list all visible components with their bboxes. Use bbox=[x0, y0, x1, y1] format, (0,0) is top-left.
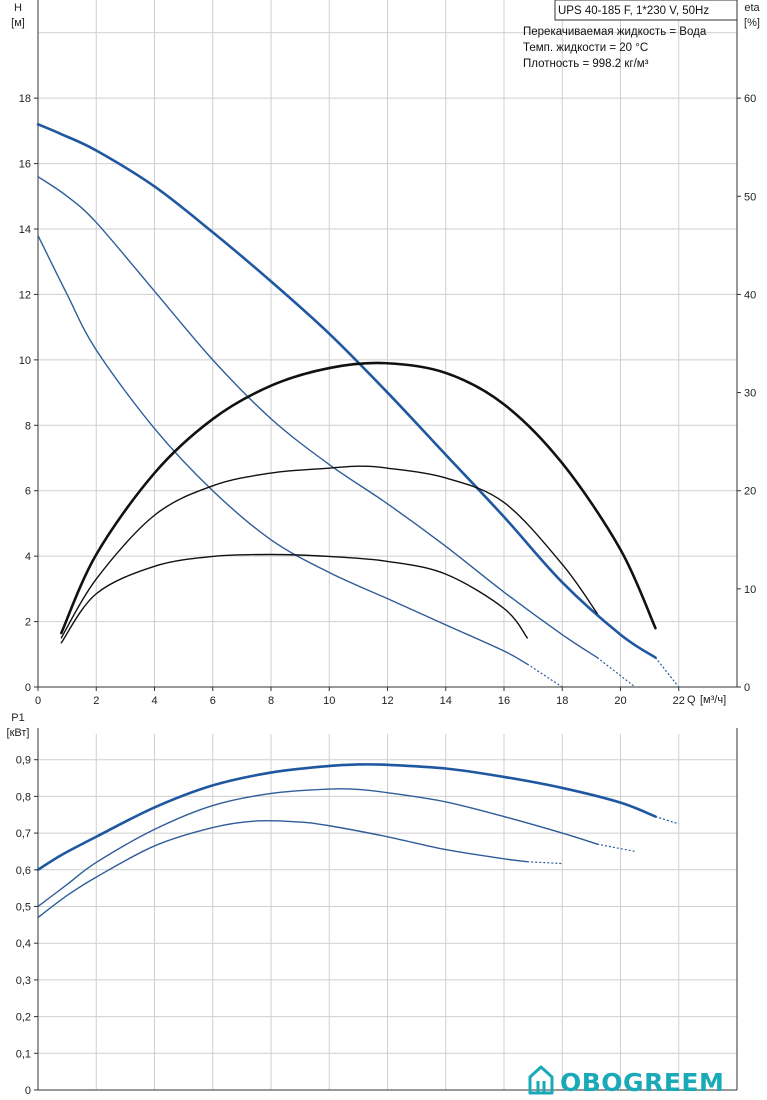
watermark-logo: OBOGREEM bbox=[528, 1065, 724, 1097]
y-axis-label: H bbox=[14, 2, 22, 14]
top-x-tick-label: 2 bbox=[93, 695, 99, 707]
power-curve-1-extrapolation bbox=[655, 816, 679, 825]
head-curve-1-extrapolation bbox=[654, 657, 680, 688]
top-y-tick-label: 4 bbox=[25, 551, 31, 563]
y-axis-unit: [м] bbox=[11, 17, 25, 29]
top-series-group bbox=[36, 123, 680, 688]
top-x-tick-label: 16 bbox=[498, 695, 510, 707]
efficiency-curve-4 bbox=[60, 361, 657, 635]
chart-title: UPS 40-185 F, 1*230 V, 50Hz bbox=[558, 5, 709, 17]
power-curve-3-extrapolation bbox=[527, 861, 563, 865]
top-grid bbox=[38, 0, 738, 687]
head-curve-2-extrapolation bbox=[596, 657, 636, 688]
top-y2-tick-label: 10 bbox=[744, 584, 756, 596]
top-y-tick-label: 10 bbox=[19, 355, 31, 367]
top-tick-labels: 0 2 4 6 8 10 12 14 16 18 0 10 20 30 40 50 60 0 2 4 6 8 10 12 14 1… bbox=[19, 93, 757, 707]
bottom-tick-labels: 0 0,1 0,2 0,3 0,4 0,5 0,6 0,7 0,8 0,9 bbox=[16, 755, 38, 1097]
top-y2-tick-label: 0 bbox=[744, 682, 750, 694]
x-axis-unit: [м³/ч] bbox=[700, 694, 726, 706]
head-curve-2 bbox=[37, 175, 598, 659]
title-box bbox=[554, 0, 738, 21]
top-y2-tick-label: 50 bbox=[744, 191, 756, 203]
top-x-tick-label: 6 bbox=[210, 695, 216, 707]
efficiency-curve-6 bbox=[60, 553, 528, 644]
top-x-tick-label: 0 bbox=[35, 695, 41, 707]
bottom-y-tick-label: 0,5 bbox=[16, 901, 31, 913]
power-panel: 0 0,1 0,2 0,3 0,4 0,5 0,6 0,7 0,8 0,9 P1 [кВт] bbox=[7, 712, 738, 1097]
x-axis-label: Q bbox=[687, 694, 696, 706]
info-line-density: Плотность = 998.2 кг/м³ bbox=[523, 58, 649, 70]
top-y-tick-label: 18 bbox=[19, 93, 31, 105]
info-line-temperature: Темп. жидкости = 20 °C bbox=[523, 42, 648, 54]
info-line-fluid: Перекачиваемая жидкость = Вода bbox=[523, 26, 707, 38]
efficiency-curve-5 bbox=[60, 465, 598, 639]
bottom-y-tick-label: 0,3 bbox=[16, 975, 31, 987]
top-y-tick-label: 2 bbox=[25, 617, 31, 629]
top-x-tick-label: 22 bbox=[673, 695, 685, 707]
head-curve-3-extrapolation bbox=[526, 663, 563, 688]
power-curve-3 bbox=[37, 819, 528, 919]
bottom-y-tick-label: 0,4 bbox=[16, 938, 31, 950]
top-x-tick-label: 8 bbox=[268, 695, 274, 707]
top-y2-tick-label: 30 bbox=[744, 388, 756, 400]
power-curve-2 bbox=[37, 788, 598, 908]
power-curve-1 bbox=[36, 763, 657, 872]
house-icon bbox=[528, 1065, 554, 1095]
y2-axis-label: eta bbox=[744, 2, 760, 14]
bottom-y-tick-label: 0,6 bbox=[16, 865, 31, 877]
head-curve-3 bbox=[37, 234, 528, 665]
y2-axis-unit: [%] bbox=[744, 17, 760, 29]
head-efficiency-panel: 0 2 4 6 8 10 12 14 16 18 0 10 20 30 40 50 60 0 2 4 6 8 10 12 14 1… bbox=[11, 0, 761, 707]
bottom-grid bbox=[38, 734, 738, 1090]
top-y-tick-label: 6 bbox=[25, 486, 31, 498]
top-x-tick-label: 10 bbox=[323, 695, 335, 707]
top-x-tick-label: 18 bbox=[556, 695, 568, 707]
power-axis-unit: [кВт] bbox=[7, 727, 30, 739]
top-y2-tick-label: 60 bbox=[744, 93, 756, 105]
bottom-y-tick-label: 0,7 bbox=[16, 828, 31, 840]
bottom-axes-frame bbox=[37, 728, 738, 1091]
top-y-tick-label: 14 bbox=[19, 224, 31, 236]
top-y-tick-label: 8 bbox=[25, 420, 31, 432]
top-x-tick-label: 12 bbox=[381, 695, 393, 707]
watermark-text: OBOGREEM bbox=[560, 1068, 724, 1097]
top-y2-tick-label: 40 bbox=[744, 289, 756, 301]
bottom-y-tick-label: 0,2 bbox=[16, 1012, 31, 1024]
bottom-y-tick-label: 0,9 bbox=[16, 755, 31, 767]
top-y-tick-label: 0 bbox=[25, 682, 31, 694]
top-y-tick-label: 16 bbox=[19, 159, 31, 171]
bottom-y-tick-label: 0,8 bbox=[16, 791, 31, 803]
top-x-tick-label: 20 bbox=[614, 695, 626, 707]
bottom-y-tick-label: 0 bbox=[25, 1085, 31, 1097]
head-curve-1 bbox=[36, 123, 657, 659]
info-box: UPS 40-185 F, 1*230 V, 50Hz Перекачиваем… bbox=[523, 0, 738, 70]
bottom-series-group bbox=[36, 763, 679, 919]
top-x-tick-label: 14 bbox=[440, 695, 452, 707]
top-y2-tick-label: 20 bbox=[744, 486, 756, 498]
power-axis-label: P1 bbox=[11, 712, 24, 724]
bottom-y-tick-label: 0,1 bbox=[16, 1048, 31, 1060]
top-y-tick-label: 12 bbox=[19, 289, 31, 301]
power-curve-2-extrapolation bbox=[597, 843, 636, 853]
top-x-tick-label: 4 bbox=[151, 695, 157, 707]
